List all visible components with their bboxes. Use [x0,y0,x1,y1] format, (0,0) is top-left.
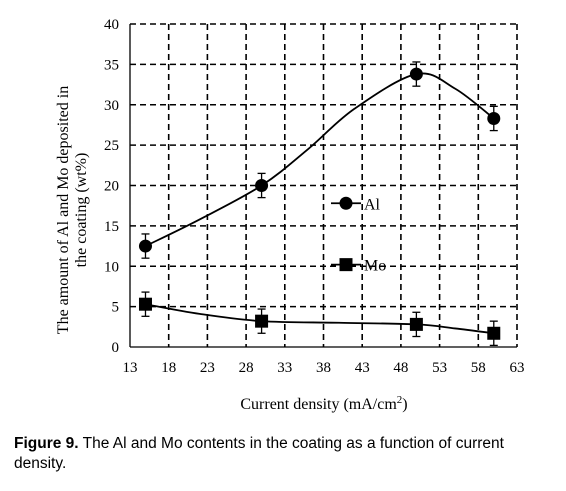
legend-label-mo: Mo [364,258,386,275]
y-axis-label-line2: the coating (wt%) [73,153,90,268]
x-tick-label: 23 [200,360,215,376]
legend-marker-al [339,196,353,210]
data-point-al [409,67,423,81]
data-point-al [138,239,152,253]
data-point-al [255,179,269,192]
chart: 13 18 23 28 33 38 43 48 53 58 63 0 5 10 15 20 25 30 35 40 A… [55,17,525,413]
x-axis-label: Current density (mA/cm2) [240,394,407,413]
x-tick-label: 28 [239,360,254,376]
figure-caption: Figure 9. The Al and Mo contents in the … [14,434,559,474]
caption-label: Figure 9. [14,435,79,452]
y-tick-label: 20 [104,179,119,195]
data-point-mo [409,317,423,331]
x-tick-label: 43 [355,360,370,376]
data-point-mo [138,297,152,311]
x-tick-label: 63 [510,360,525,376]
y-tick-label: 0 [112,340,120,356]
data-point-al [487,111,501,125]
y-tick-label: 5 [112,300,120,316]
x-tick-label: 18 [161,360,176,376]
y-axis-label-line1: The amount of Al and Mo deposited in [55,86,72,334]
y-tick-label: 10 [104,259,119,275]
x-tick-label: 48 [393,360,408,376]
caption-text: The Al and Mo contents in the coating as… [14,435,504,472]
series-markers [138,61,501,347]
axes [129,24,517,348]
y-tick-label: 35 [104,57,119,73]
grid-lines [130,23,518,347]
x-tick-label: 13 [123,360,138,376]
data-point-mo [487,326,501,340]
series-line-mo [145,303,494,335]
x-tick-label: 33 [277,360,292,376]
y-tick-label: 40 [104,17,119,33]
y-tick-label: 15 [104,219,119,235]
y-tick-label: 30 [104,98,119,114]
series-lines [145,72,495,335]
data-point-mo [255,314,269,328]
y-tick-label: 25 [104,138,119,154]
series-line-al [145,72,495,247]
legend-marker-mo [339,258,353,272]
x-tick-label: 58 [471,360,486,376]
x-tick-label: 53 [432,360,447,376]
legend: Al Mo [331,196,386,275]
tick-labels: 13 18 23 28 33 38 43 48 53 58 63 0 5 10 15 20 25 30 35 40 [104,17,525,376]
legend-label-al: Al [364,196,381,213]
x-tick-label: 38 [316,360,331,376]
